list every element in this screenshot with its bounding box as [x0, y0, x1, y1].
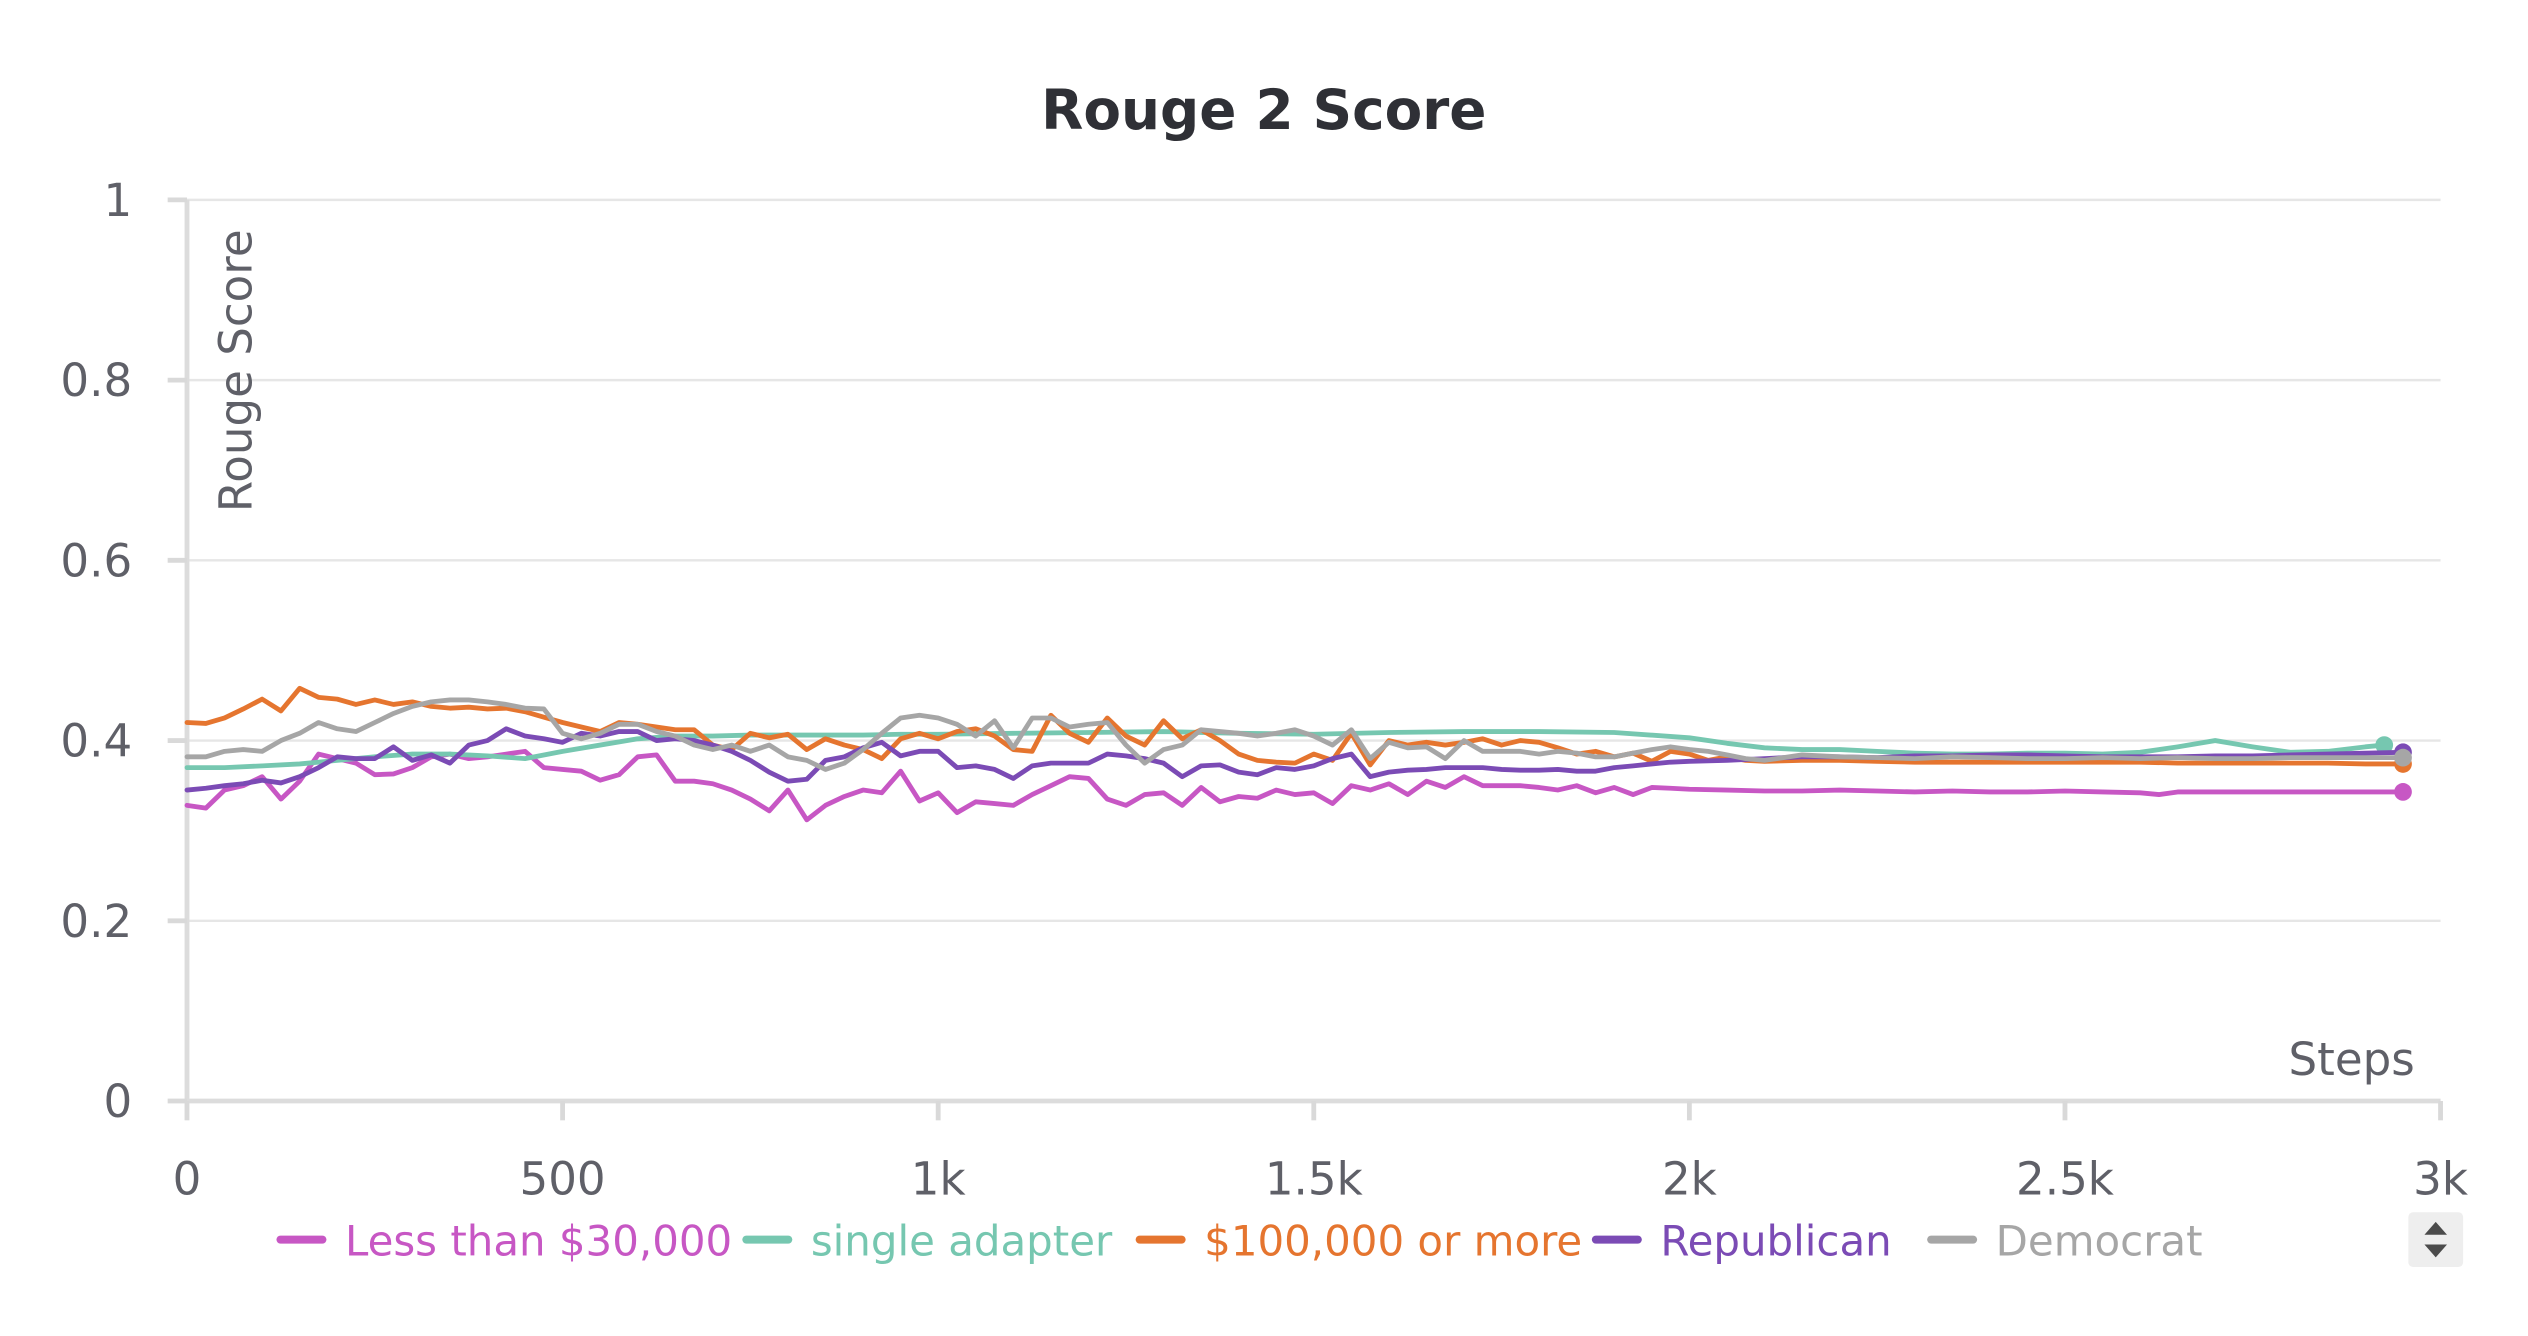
y-tick-label: 0.4 [60, 715, 132, 768]
legend-label: Less than $30,000 [345, 1217, 732, 1266]
legend-label: $100,000 or more [1204, 1217, 1582, 1266]
x-tick-label: 500 [520, 1152, 606, 1205]
x-ticks: 0 500 1k 1.5k 2k 2.5k 3k [173, 1100, 2468, 1205]
chart-title: Rouge 2 Score [1041, 78, 1486, 142]
x-tick-label: 1k [911, 1152, 966, 1205]
series-line-4 [184, 697, 2406, 772]
y-tick-label: 1 [103, 174, 132, 227]
y-tick-label: 0 [103, 1075, 132, 1128]
y-ticks: 0 0.2 0.4 0.6 0.8 1 [60, 174, 187, 1128]
legend-scroll-button[interactable] [2408, 1212, 2464, 1268]
series-end-point-0 [2394, 783, 2412, 801]
y-tick-label: 0.6 [60, 534, 132, 587]
legend-label: Republican [1660, 1217, 1891, 1266]
sort-updown-icon [2424, 1221, 2448, 1258]
axes [184, 199, 2441, 1104]
series-end-point-1 [2375, 736, 2394, 754]
x-tick-label: 0 [173, 1152, 202, 1205]
series-layer [184, 685, 2412, 823]
legend-item-3[interactable]: Republican [1591, 1217, 1892, 1266]
legend-label: Democrat [1996, 1217, 2203, 1266]
y-axis-label: Rouge Score [209, 229, 262, 512]
x-tick-label: 2k [1662, 1152, 1717, 1205]
legend-item-1[interactable]: single adapter [742, 1217, 1113, 1266]
x-axis-label: Steps [2289, 1033, 2415, 1086]
x-tick-label: 3k [2413, 1152, 2468, 1205]
grid [186, 198, 2441, 1103]
legend: Less than $30,000 single adapter $100,000 … [276, 1217, 2203, 1266]
x-tick-label: 2.5k [2016, 1152, 2114, 1205]
x-tick-label: 1.5k [1265, 1152, 1363, 1205]
legend-item-4[interactable]: Democrat [1927, 1217, 2203, 1266]
series-end-point-4 [2394, 748, 2412, 767]
legend-item-2[interactable]: $100,000 or more [1135, 1217, 1582, 1266]
legend-label: single adapter [811, 1217, 1113, 1266]
y-tick-label: 0.8 [60, 354, 132, 407]
legend-item-0[interactable]: Less than $30,000 [276, 1217, 732, 1266]
y-tick-label: 0.2 [60, 895, 132, 948]
